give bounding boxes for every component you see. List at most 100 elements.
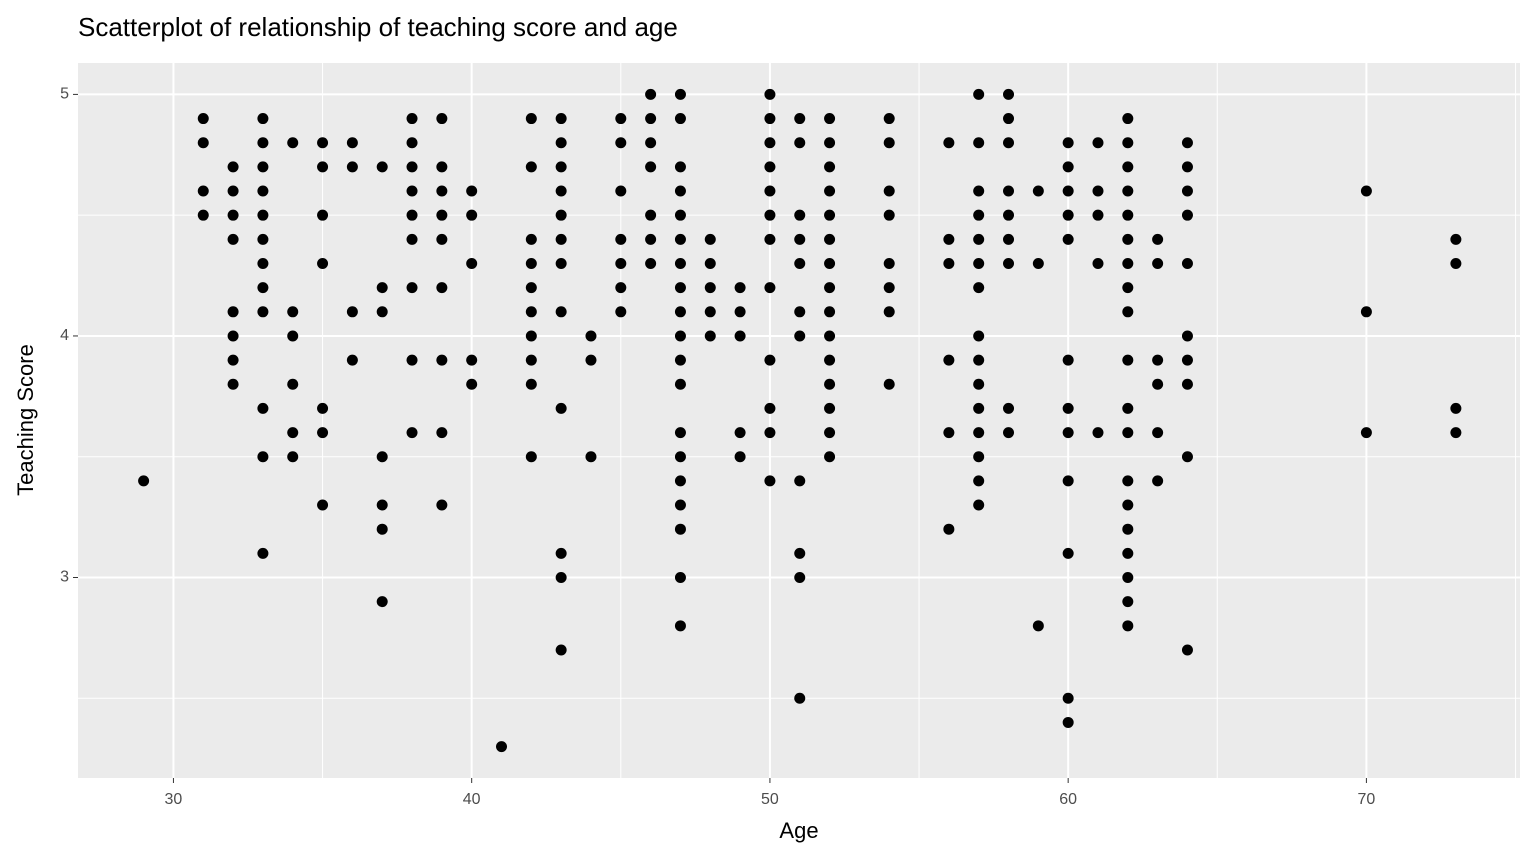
point [645, 113, 657, 125]
point [257, 137, 269, 149]
point [1032, 257, 1044, 269]
point [466, 354, 478, 366]
point [436, 233, 448, 245]
point [525, 378, 537, 390]
x-axis-title: Age [779, 818, 818, 843]
point [973, 209, 985, 221]
point [1152, 475, 1164, 487]
point [824, 282, 836, 294]
point [674, 306, 686, 318]
point [436, 282, 448, 294]
point [794, 209, 806, 221]
point [973, 257, 985, 269]
point [525, 330, 537, 342]
point [1122, 547, 1134, 559]
point [973, 427, 985, 439]
point [973, 499, 985, 511]
point [555, 644, 567, 656]
point [1003, 402, 1015, 414]
point [436, 354, 448, 366]
point [376, 523, 388, 535]
x-tick-label: 60 [1059, 791, 1077, 808]
point [1152, 354, 1164, 366]
point [466, 257, 478, 269]
point [943, 523, 955, 535]
point [824, 137, 836, 149]
point [764, 233, 776, 245]
x-tick-label: 70 [1358, 791, 1376, 808]
point [1062, 475, 1074, 487]
point [1181, 137, 1193, 149]
point [466, 209, 478, 221]
point [585, 354, 597, 366]
point [525, 233, 537, 245]
point [376, 499, 388, 511]
point [764, 88, 776, 100]
point [764, 427, 776, 439]
point [1122, 354, 1134, 366]
point [555, 209, 567, 221]
point [525, 282, 537, 294]
point [824, 427, 836, 439]
point [376, 596, 388, 608]
point [973, 282, 985, 294]
point [1003, 209, 1015, 221]
point [1122, 209, 1134, 221]
point [406, 161, 418, 173]
y-tick-label: 4 [60, 327, 69, 344]
point [973, 402, 985, 414]
point [227, 306, 239, 318]
point [704, 330, 716, 342]
point [1181, 451, 1193, 463]
y-tick-label: 3 [60, 569, 69, 586]
point [346, 354, 358, 366]
point [406, 209, 418, 221]
point [615, 257, 627, 269]
point [1032, 620, 1044, 632]
point [555, 233, 567, 245]
point [973, 330, 985, 342]
point [1122, 113, 1134, 125]
point [764, 402, 776, 414]
point [257, 185, 269, 197]
point [615, 282, 627, 294]
point [1181, 354, 1193, 366]
point [555, 547, 567, 559]
point [883, 185, 895, 197]
point [496, 741, 508, 753]
point [406, 185, 418, 197]
point [674, 282, 686, 294]
point [824, 354, 836, 366]
point [346, 161, 358, 173]
point [257, 282, 269, 294]
point [555, 257, 567, 269]
point [794, 475, 806, 487]
x-tick-label: 40 [463, 791, 481, 808]
point [1181, 161, 1193, 173]
point [1360, 306, 1372, 318]
point [704, 257, 716, 269]
point [406, 137, 418, 149]
point [525, 113, 537, 125]
point [824, 185, 836, 197]
point [883, 113, 895, 125]
panel [78, 63, 1520, 778]
point [1450, 402, 1462, 414]
point [615, 233, 627, 245]
point [824, 233, 836, 245]
point [1062, 427, 1074, 439]
point [555, 185, 567, 197]
point [824, 209, 836, 221]
point [764, 161, 776, 173]
point [1181, 185, 1193, 197]
point [436, 113, 448, 125]
point [734, 330, 746, 342]
point [287, 306, 299, 318]
point [1181, 209, 1193, 221]
point [1450, 427, 1462, 439]
point [883, 306, 895, 318]
point [1122, 161, 1134, 173]
point [645, 209, 657, 221]
point [1122, 282, 1134, 294]
